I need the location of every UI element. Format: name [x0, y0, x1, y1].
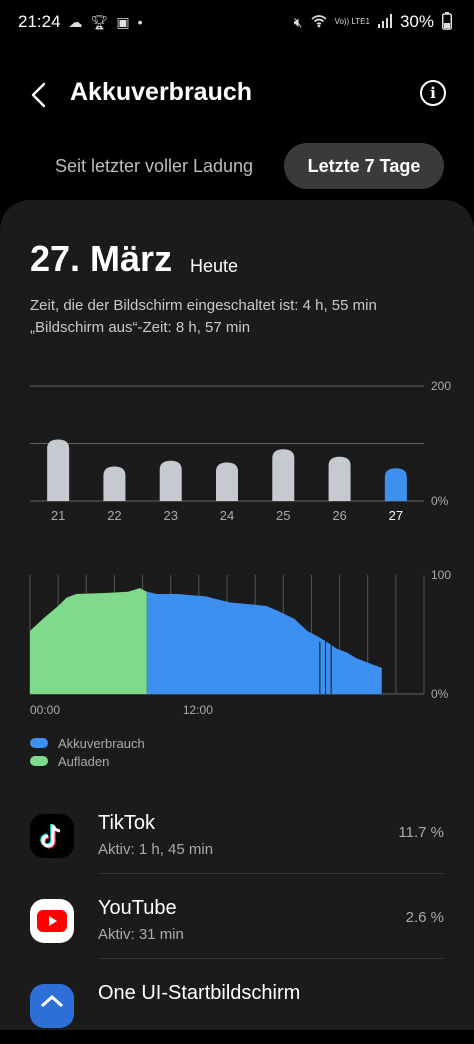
- bar-day-27[interactable]: [384, 468, 407, 501]
- usage-card: 27. März Heute Zeit, die der Bildschirm …: [0, 200, 474, 1030]
- app-row-one-ui-home[interactable]: One UI-Startbildschirm: [0, 974, 474, 1044]
- youtube-icon: [30, 899, 74, 943]
- info-icon: i: [430, 84, 436, 102]
- bar-day-21[interactable]: [47, 439, 70, 501]
- status-time: 21:24: [18, 12, 61, 31]
- area-y-tick-min: 0%: [431, 687, 449, 701]
- bar-x-tick-label[interactable]: 26: [332, 508, 346, 523]
- daily-usage-bar-chart[interactable]: 200 0% 21 22 23 24 25 26 27: [0, 200, 474, 540]
- legend-swatch-usage: [30, 738, 48, 748]
- one-ui-home-icon: [30, 984, 74, 1028]
- image-icon: ▣: [116, 13, 130, 30]
- app-name: TikTok: [98, 812, 156, 834]
- trophy-icon: 🏆︎: [90, 13, 109, 30]
- area-series-akkuverbrauch: [146, 591, 382, 694]
- back-arrow-icon: [31, 82, 46, 108]
- info-button[interactable]: i: [420, 80, 446, 106]
- bar-x-tick-label[interactable]: 25: [276, 508, 290, 523]
- bar-x-tick-label[interactable]: 21: [51, 508, 65, 523]
- selected-date: 27. März: [30, 238, 173, 279]
- app-name: YouTube: [98, 897, 177, 919]
- bar-x-tick-label[interactable]: 23: [163, 508, 177, 523]
- status-bar-left: 21:24 ☁ 🏆︎ ▣ •: [18, 12, 142, 32]
- back-button[interactable]: [22, 78, 56, 112]
- app-active-time: Aktiv: 1 h, 45 min: [98, 841, 214, 858]
- dot-icon: •: [137, 14, 143, 30]
- battery-icon: [442, 11, 452, 33]
- page-title: Akkuverbrauch: [70, 78, 253, 106]
- bar-day-25[interactable]: [272, 449, 295, 501]
- status-bar: 21:24 ☁ 🏆︎ ▣ • 🔇︎ Vo)) LTE1 30%: [0, 0, 474, 44]
- status-bar-right: 🔇︎ Vo)) LTE1 30%: [293, 11, 452, 33]
- legend-item-akkuverbrauch: Akkuverbrauch: [30, 734, 145, 752]
- cloud-icon: ☁: [68, 13, 83, 30]
- legend-item-aufladen: Aufladen: [30, 752, 145, 770]
- area-y-tick-max: 100: [431, 568, 451, 582]
- app-row-tiktok[interactable]: TikTok Aktiv: 1 h, 45 min 11.7 %: [0, 804, 474, 874]
- battery-percent: 30%: [399, 12, 434, 31]
- app-row-youtube[interactable]: YouTube Aktiv: 31 min 2.6 %: [0, 889, 474, 959]
- list-divider: [98, 958, 444, 959]
- bar-x-tick-label[interactable]: 27: [389, 508, 403, 523]
- date-today-label: Heute: [190, 256, 239, 276]
- app-usage-percent: 2.6 %: [405, 909, 444, 926]
- tiktok-icon: [30, 814, 74, 858]
- screen-off-time: „Bildschirm aus“-Zeit: 8 h, 57 min: [30, 319, 251, 336]
- legend-label: Akkuverbrauch: [58, 735, 145, 751]
- app-name: One UI-Startbildschirm: [98, 982, 301, 1004]
- legend-label: Aufladen: [58, 753, 110, 769]
- screen-on-time: Zeit, die der Bildschirm eingeschaltet i…: [30, 297, 377, 314]
- bar-x-tick-label[interactable]: 24: [220, 508, 234, 523]
- chart-legend: Akkuverbrauch Aufladen: [30, 734, 145, 770]
- tab-since-full-charge[interactable]: Seit letzter voller Ladung: [54, 155, 254, 176]
- area-x-tick-label: 12:00: [183, 703, 213, 717]
- bar-x-tick-label[interactable]: 22: [107, 508, 121, 523]
- app-active-time: Aktiv: 31 min: [98, 926, 184, 943]
- mute-icon: 🔇︎: [293, 13, 303, 30]
- wifi-icon: [311, 14, 327, 31]
- area-series-aufladen: [30, 588, 147, 694]
- bar-day-22[interactable]: [103, 466, 126, 502]
- tab-last-7-days[interactable]: Letzte 7 Tage: [284, 143, 444, 189]
- legend-swatch-charging: [30, 756, 48, 766]
- volte-indicator: Vo)) LTE1: [334, 17, 370, 26]
- bar-day-23[interactable]: [159, 460, 182, 501]
- list-divider: [98, 873, 444, 874]
- period-tabs: Seit letzter voller Ladung Letzte 7 Tage: [0, 143, 474, 189]
- bar-y-tick-min: 0%: [431, 494, 449, 508]
- bar-y-tick-max: 200: [431, 379, 451, 393]
- app-usage-percent: 11.7 %: [398, 824, 444, 841]
- signal-icon: [377, 13, 392, 31]
- bar-day-24[interactable]: [216, 462, 238, 501]
- bar-day-26[interactable]: [328, 456, 351, 501]
- area-x-tick-label: 00:00: [30, 703, 60, 717]
- app-bar: Akkuverbrauch i: [0, 66, 474, 122]
